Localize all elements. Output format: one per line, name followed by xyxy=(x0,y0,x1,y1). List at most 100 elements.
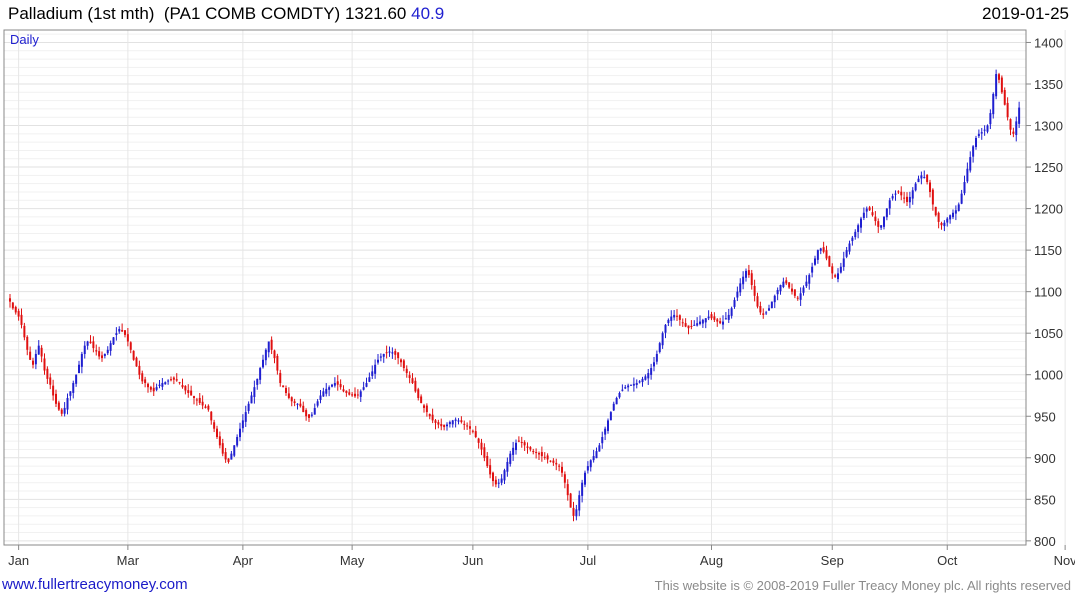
candle-body xyxy=(883,216,885,227)
candle-body xyxy=(362,387,365,390)
candle-body xyxy=(641,378,644,383)
candle-body xyxy=(814,258,816,265)
candle-body xyxy=(785,280,788,284)
last-price: 1321.60 xyxy=(344,4,407,23)
plot-frame xyxy=(3,29,1027,546)
x-tick-label: Sep xyxy=(821,553,844,568)
candle-body xyxy=(216,428,218,438)
y-tick-label: 1000 xyxy=(1034,368,1063,383)
candle-body xyxy=(658,343,661,353)
candle-body xyxy=(60,409,63,414)
candle-body xyxy=(696,323,699,326)
candle-body xyxy=(719,321,722,324)
chart-title: Palladium (1st mth) (PA1 COMB COMDTY) 13… xyxy=(8,4,444,24)
candle-body xyxy=(236,437,239,446)
candle-body xyxy=(328,387,331,390)
candle-body xyxy=(155,387,158,390)
candle-body xyxy=(549,460,552,462)
candle-body xyxy=(262,359,264,368)
candle-body xyxy=(684,323,687,327)
candle-body xyxy=(515,442,517,451)
candle-body xyxy=(224,452,227,460)
candle-body xyxy=(581,482,584,496)
candle-body xyxy=(428,414,431,417)
price-change: 40.9 xyxy=(411,4,445,23)
candle-body xyxy=(768,308,770,311)
candle-body xyxy=(834,275,837,277)
candle-body xyxy=(923,177,926,179)
candle-body xyxy=(793,289,796,296)
candle-body xyxy=(374,364,377,374)
candle-body xyxy=(819,248,822,251)
candle-body xyxy=(32,360,34,365)
candle-body xyxy=(931,189,934,205)
candle-body xyxy=(986,125,989,132)
candle-body xyxy=(825,250,828,259)
candle-body xyxy=(259,368,262,380)
chart-date: 2019-01-25 xyxy=(982,4,1069,23)
candle-body xyxy=(837,273,839,280)
candle-body xyxy=(250,395,253,404)
candle-body xyxy=(29,351,32,360)
candle-body xyxy=(1000,77,1003,93)
candle-body xyxy=(126,334,129,342)
candle-body xyxy=(722,321,724,325)
candle-body xyxy=(975,137,977,147)
candle-body xyxy=(851,237,854,242)
candle-body xyxy=(253,387,256,398)
candle-body xyxy=(46,368,49,379)
candle-body xyxy=(1018,107,1021,124)
candle-body xyxy=(388,351,391,353)
candle-body xyxy=(270,339,273,350)
candle-body xyxy=(144,379,147,384)
candle-body xyxy=(750,273,753,286)
candle-body xyxy=(745,270,747,278)
candle-body xyxy=(204,406,207,408)
candle-body xyxy=(586,466,589,471)
candle-body xyxy=(37,345,40,355)
candle-body xyxy=(213,422,216,429)
candle-body xyxy=(489,465,492,475)
candle-body xyxy=(397,352,400,359)
candle-body xyxy=(158,384,161,387)
candle-body xyxy=(310,414,313,416)
candle-body xyxy=(109,343,112,351)
candle-body xyxy=(943,222,946,227)
candle-body xyxy=(230,453,233,460)
candle-body xyxy=(405,368,408,374)
candle-body xyxy=(854,231,857,238)
site-link[interactable]: www.fullertreacymoney.com xyxy=(2,576,188,593)
candle-body xyxy=(753,285,756,296)
candle-body xyxy=(762,313,765,315)
candle-body xyxy=(756,296,759,307)
candle-body xyxy=(690,325,693,327)
candle-body xyxy=(848,243,851,252)
candle-body xyxy=(279,372,282,384)
candle-body xyxy=(799,293,802,300)
candle-body xyxy=(52,385,55,396)
candle-body xyxy=(411,378,414,384)
candle-body xyxy=(526,446,529,448)
candle-body xyxy=(273,350,276,359)
candle-body xyxy=(920,175,923,179)
candle-body xyxy=(957,204,960,211)
candle-body xyxy=(129,342,132,350)
candle-body xyxy=(11,302,14,309)
candle-body xyxy=(742,276,745,285)
candle-body xyxy=(267,341,270,353)
instrument-name: Palladium (1st mth) xyxy=(8,4,155,23)
candle-body xyxy=(124,330,126,335)
candle-body xyxy=(471,430,474,432)
candle-body xyxy=(417,389,420,398)
candle-body xyxy=(989,113,992,125)
candle-body xyxy=(627,385,630,388)
candle-body xyxy=(949,215,952,220)
candle-body xyxy=(523,442,526,446)
candle-body xyxy=(1012,131,1015,134)
candle-body xyxy=(966,168,969,182)
candle-body xyxy=(791,288,793,292)
candle-body xyxy=(106,349,109,354)
candle-body xyxy=(290,397,293,402)
candle-body xyxy=(34,353,37,365)
